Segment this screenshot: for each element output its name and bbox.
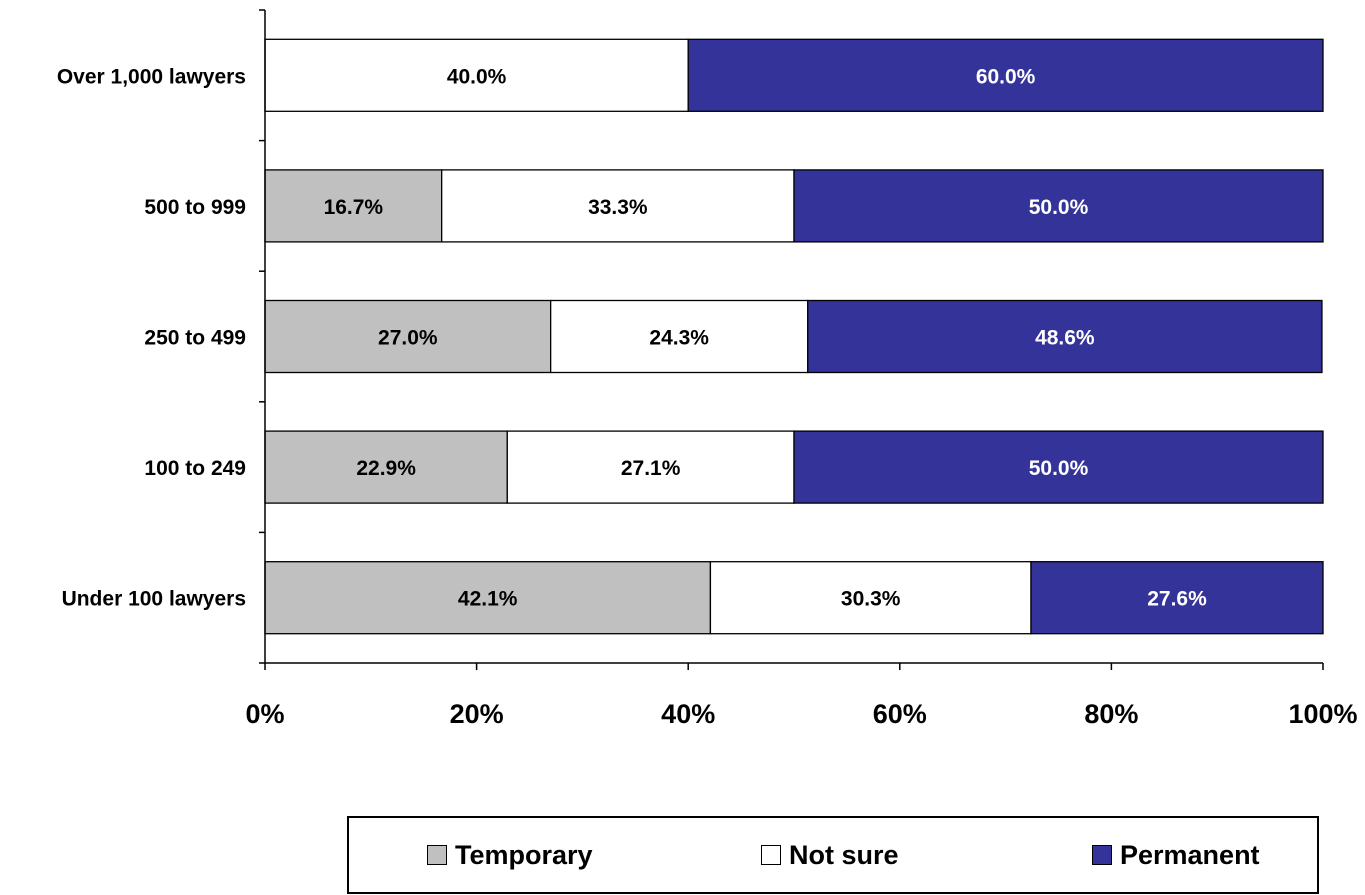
bar-segment-permanent — [793, 430, 1324, 504]
bar-segment-temporary — [264, 299, 552, 374]
x-tick-label: 80% — [1084, 699, 1138, 729]
bar-segment-not-sure — [709, 561, 1032, 635]
bar-segment-not-sure — [506, 430, 795, 504]
legend-swatch — [427, 845, 447, 865]
bar-segment-not-sure — [550, 299, 809, 374]
bar-segment-permanent — [687, 38, 1324, 112]
bar-segment-not-sure — [441, 169, 795, 243]
category-label: 500 to 999 — [144, 196, 246, 219]
x-tick-label: 100% — [1288, 699, 1357, 729]
data-label: 40.0% — [447, 65, 507, 88]
legend-item-not-sure: Not sure — [761, 818, 899, 892]
data-label: 60.0% — [976, 65, 1036, 88]
bar-segment-permanent — [793, 169, 1324, 243]
data-label: 30.3% — [841, 588, 901, 611]
legend-item-temporary: Temporary — [427, 818, 593, 892]
data-label: 24.3% — [649, 327, 709, 350]
x-tick-label: 20% — [450, 699, 504, 729]
bar-segment-temporary — [264, 169, 443, 243]
legend: Temporary Not sure Permanent — [347, 816, 1319, 894]
bar-segment-permanent — [807, 299, 1323, 374]
category-label: Under 100 lawyers — [62, 588, 246, 611]
data-label: 27.0% — [378, 327, 438, 350]
data-label: 27.1% — [621, 457, 681, 480]
category-label: Over 1,000 lawyers — [57, 65, 246, 88]
bar-segment-permanent — [1030, 561, 1324, 635]
data-label: 50.0% — [1029, 196, 1089, 219]
data-label: 42.1% — [458, 588, 518, 611]
x-tick-label: 40% — [661, 699, 715, 729]
bar-segment-not-sure — [264, 38, 689, 112]
legend-label: Not sure — [789, 839, 899, 870]
legend-swatch — [761, 845, 781, 865]
data-label: 27.6% — [1147, 588, 1207, 611]
x-tick-label: 0% — [245, 699, 284, 729]
data-label: 16.7% — [324, 196, 384, 219]
data-label: 50.0% — [1029, 457, 1089, 480]
category-label: 250 to 499 — [144, 327, 246, 350]
category-label: 100 to 249 — [144, 457, 246, 480]
chart-plot: 40.0% 60.0% Over 1,000 lawyers 16.7% 33.3% 50… — [57, 9, 1358, 729]
legend-label: Temporary — [455, 839, 593, 870]
x-tick-label: 60% — [873, 699, 927, 729]
data-label: 33.3% — [588, 196, 648, 219]
data-label: 22.9% — [356, 457, 416, 480]
bar-segment-temporary — [264, 561, 712, 635]
legend-item-permanent: Permanent — [1092, 818, 1260, 892]
legend-label: Permanent — [1120, 839, 1260, 870]
data-label: 48.6% — [1035, 327, 1095, 350]
legend-swatch — [1092, 845, 1112, 865]
